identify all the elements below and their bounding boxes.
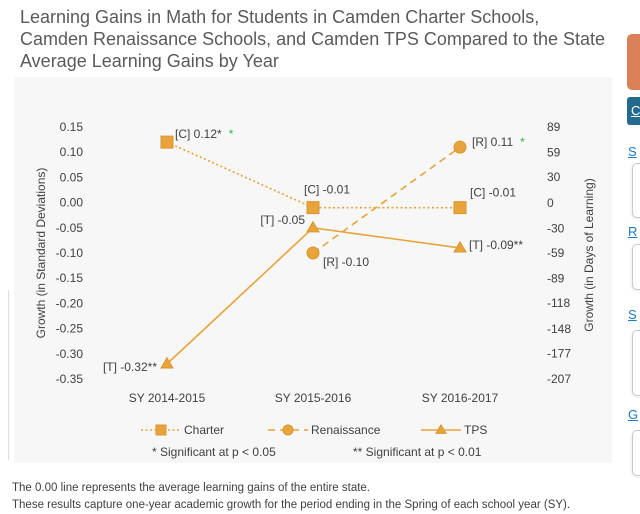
y2-tick-label: -30 bbox=[547, 221, 565, 235]
data-label-value: [T] -0.32** bbox=[103, 360, 157, 374]
sidebar-link-s[interactable]: S bbox=[628, 144, 637, 159]
significance-footnote: * Significant at p < 0.05 bbox=[152, 445, 276, 459]
left-divider bbox=[8, 290, 9, 460]
y2-tick-label: -177 bbox=[547, 346, 571, 360]
x-tick-label: SY 2015-2016 bbox=[275, 391, 352, 405]
tps-marker bbox=[306, 220, 320, 233]
data-label-value: [C] -0.01 bbox=[470, 186, 516, 200]
x-tick-label: SY 2014-2015 bbox=[129, 391, 206, 405]
renaissance-line bbox=[312, 146, 461, 254]
y2-tick-label: -207 bbox=[547, 372, 571, 386]
sidebar-card[interactable] bbox=[632, 430, 640, 476]
sidebar-tab[interactable] bbox=[627, 34, 640, 90]
x-tick-label: SY 2016-2017 bbox=[422, 391, 499, 405]
legend-item-charter: Charter bbox=[141, 423, 224, 437]
chart-panel: 0.15 0.10 0.05 0.00 -0.05 -0.10 -0.15 -0.20 -0.2… bbox=[14, 77, 612, 463]
legend-label: Charter bbox=[184, 423, 224, 437]
tps-marker bbox=[160, 356, 174, 369]
data-label-value: [R] 0.11 bbox=[472, 135, 513, 149]
note-growth-period: These results capture one-year academic … bbox=[12, 499, 571, 511]
sidebar-card[interactable] bbox=[632, 163, 640, 218]
note-state-average: The 0.00 line represents the average lea… bbox=[12, 482, 371, 494]
renaissance-data-label: [R] 0.11 * bbox=[472, 135, 525, 149]
sidebar-button-c[interactable]: C bbox=[627, 97, 640, 125]
chart-notes: The 0.00 line represents the average lea… bbox=[12, 480, 570, 514]
y-tick-label: 0.00 bbox=[60, 196, 84, 210]
y-tick-label: -0.15 bbox=[56, 271, 84, 285]
data-label-value: [T] -0.05 bbox=[260, 213, 305, 227]
y-axis-right: 89 59 30 0 -30 -59 -89 -118 -148 -177 -207 Growth (… bbox=[547, 120, 596, 386]
data-label-value: [C] 0.12* bbox=[175, 127, 222, 141]
sidebar-card[interactable] bbox=[632, 330, 640, 396]
charter-line bbox=[166, 141, 460, 209]
charter-data-label: [C] 0.12* * bbox=[175, 127, 234, 141]
tps-marker bbox=[453, 240, 467, 253]
legend-item-renaissance: Renaissance bbox=[268, 423, 381, 437]
y-tick-label: -0.05 bbox=[56, 221, 84, 235]
y-tick-label: -0.25 bbox=[56, 322, 84, 336]
renaissance-marker bbox=[453, 140, 467, 154]
y-tick-label: -0.30 bbox=[56, 347, 84, 361]
y2-tick-label: 30 bbox=[547, 170, 561, 184]
sidebar-link-s[interactable]: S bbox=[628, 307, 637, 322]
chart-title-line: Learning Gains in Math for Students in C… bbox=[20, 7, 540, 27]
y2-tick-label: -118 bbox=[547, 296, 570, 310]
legend-marker bbox=[282, 424, 294, 436]
y-tick-label: 0.10 bbox=[60, 145, 84, 159]
y-tick-label: 0.05 bbox=[60, 170, 84, 184]
significance-mark: * bbox=[229, 127, 234, 141]
chart-title-line: Average Learning Gains by Year bbox=[20, 51, 279, 71]
charter-data-label: [C] -0.01 bbox=[470, 186, 516, 200]
legend-marker bbox=[435, 423, 447, 434]
y2-axis-title: Growth (in Days of Learning) bbox=[582, 178, 596, 331]
tps-data-label: [T] -0.05 bbox=[260, 213, 305, 227]
legend: Charter Renaissance TPS * Significant at p … bbox=[141, 423, 487, 459]
y-tick-label: -0.20 bbox=[56, 296, 84, 310]
chart-title: Learning Gains in Math for Students in C… bbox=[20, 6, 605, 72]
x-axis: SY 2014-2015 SY 2015-2016 SY 2016-2017 bbox=[129, 391, 499, 405]
data-label-value: [R] -0.10 bbox=[323, 255, 369, 269]
legend-item-tps: TPS bbox=[421, 423, 487, 437]
y-axis-left: 0.15 0.10 0.05 0.00 -0.05 -0.10 -0.15 -0.20 -0.2… bbox=[34, 120, 83, 386]
sidebar-card[interactable] bbox=[632, 244, 640, 290]
charter-data-label: [C] -0.01 bbox=[304, 183, 350, 197]
y2-tick-label: -59 bbox=[547, 246, 565, 260]
y-tick-label: -0.10 bbox=[56, 246, 84, 260]
y2-tick-label: -89 bbox=[547, 272, 565, 286]
y-axis-title: Growth (in Standard Deviations) bbox=[34, 168, 48, 339]
y-tick-label: 0.15 bbox=[60, 120, 84, 134]
y2-tick-label: 89 bbox=[547, 120, 561, 134]
legend-label: TPS bbox=[464, 423, 487, 437]
y2-tick-label: -148 bbox=[547, 322, 571, 336]
charter-marker bbox=[453, 201, 467, 215]
renaissance-data-label: [R] -0.10 bbox=[323, 255, 369, 269]
significance-footnote: ** Significant at p < 0.01 bbox=[353, 445, 482, 459]
sidebar-link-g[interactable]: G bbox=[628, 407, 639, 422]
chart-title-line: Camden Renaissance Schools, and Camden T… bbox=[20, 29, 605, 49]
charter-marker bbox=[306, 201, 320, 215]
data-labels: [C] 0.12* * [C] -0.01 [C] -0.01 [R] -0.10 [R]… bbox=[103, 127, 525, 374]
data-label-value: [T] -0.09** bbox=[469, 238, 523, 252]
tps-data-label: [T] -0.09** bbox=[469, 238, 523, 252]
legend-marker bbox=[155, 424, 167, 436]
renaissance-marker bbox=[306, 246, 320, 260]
significance-mark: * bbox=[520, 135, 525, 149]
charter-marker bbox=[160, 135, 174, 149]
legend-label: Renaissance bbox=[311, 423, 381, 437]
sidebar-link-r[interactable]: R bbox=[628, 224, 638, 239]
series-markers bbox=[160, 135, 467, 369]
data-label-value: [C] -0.01 bbox=[304, 183, 350, 197]
y2-tick-label: 0 bbox=[547, 196, 554, 210]
y-tick-label: -0.35 bbox=[56, 372, 84, 386]
y2-tick-label: 59 bbox=[547, 146, 561, 160]
line-chart: 0.15 0.10 0.05 0.00 -0.05 -0.10 -0.15 -0.20 -0.2… bbox=[34, 120, 596, 459]
tps-data-label: [T] -0.32** bbox=[103, 360, 157, 374]
